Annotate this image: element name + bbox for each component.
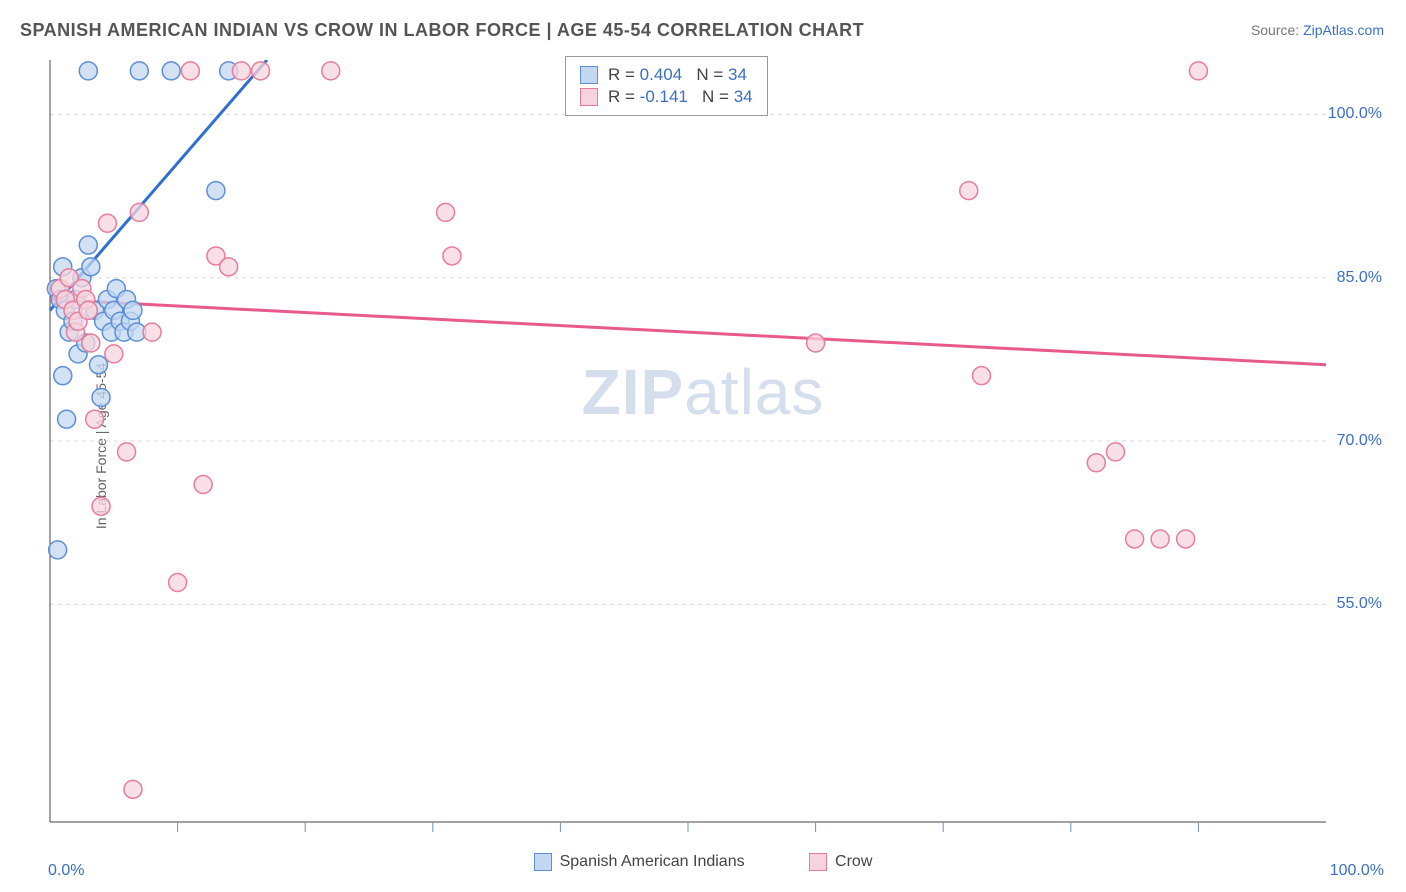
correlation-row-2: R = -0.141 N = 34 xyxy=(580,87,753,107)
x-axis-tick-min: 0.0% xyxy=(48,862,84,880)
source-label: Source: xyxy=(1251,22,1303,38)
series2-n-value: 34 xyxy=(734,87,753,106)
correlation-row-1: R = 0.404 N = 34 xyxy=(580,65,753,85)
series2-legend-label: Crow xyxy=(835,853,872,871)
y-axis-tick-label: 55.0% xyxy=(1337,595,1382,613)
scatter-chart-svg xyxy=(45,55,1386,852)
series2-legend-swatch-icon xyxy=(809,853,827,871)
series1-swatch-icon xyxy=(580,66,598,84)
y-axis-tick-label: 100.0% xyxy=(1328,105,1382,123)
correlation-legend-box: R = 0.404 N = 34 R = -0.141 N = 34 xyxy=(565,56,768,116)
series1-r-value: 0.404 xyxy=(640,65,683,84)
bottom-legend: Spanish American Indians Crow xyxy=(0,853,1406,876)
chart-title: SPANISH AMERICAN INDIAN VS CROW IN LABOR… xyxy=(20,20,864,41)
series1-n-value: 34 xyxy=(728,65,747,84)
legend-item-2: Crow xyxy=(809,853,872,871)
series2-swatch-icon xyxy=(580,88,598,106)
chart-area xyxy=(45,55,1386,852)
x-axis-tick-max: 100.0% xyxy=(1330,862,1384,880)
source-attribution: Source: ZipAtlas.com xyxy=(1251,22,1384,38)
series1-legend-swatch-icon xyxy=(534,853,552,871)
legend-item-1: Spanish American Indians xyxy=(534,853,745,871)
series1-legend-label: Spanish American Indians xyxy=(560,853,745,871)
y-axis-tick-label: 85.0% xyxy=(1337,269,1382,287)
y-axis-tick-label: 70.0% xyxy=(1337,432,1382,450)
source-link[interactable]: ZipAtlas.com xyxy=(1303,22,1384,38)
series2-r-value: -0.141 xyxy=(640,87,688,106)
